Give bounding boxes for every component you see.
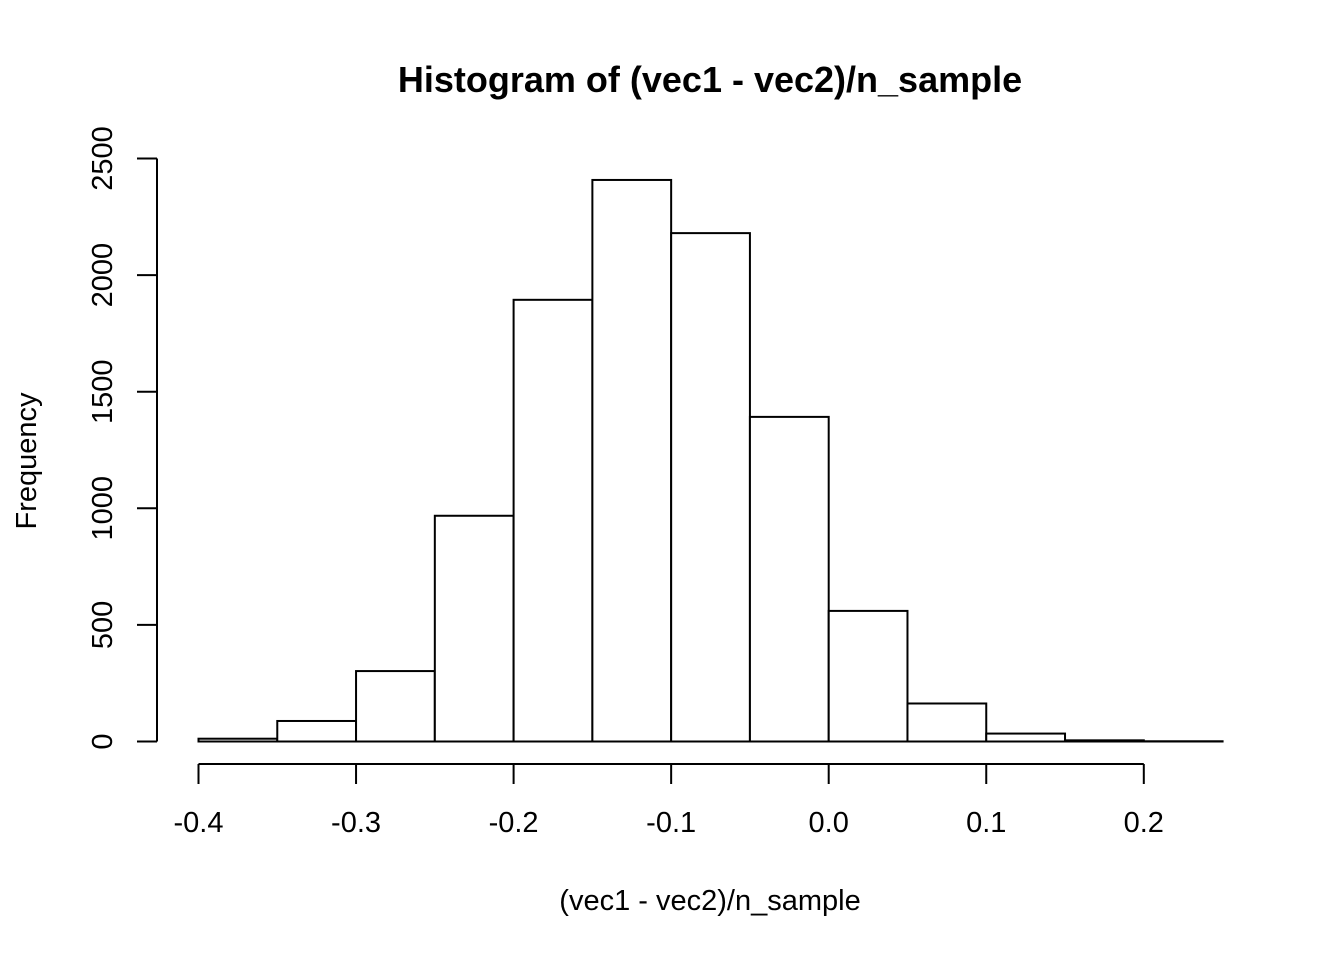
y-axis: 0 500 1000 1500 2000 2500 <box>87 126 158 750</box>
bars-group <box>197 178 1224 743</box>
y-tick-label: 2000 <box>87 243 119 308</box>
histogram-bar <box>433 514 515 743</box>
x-tick-label: -0.3 <box>331 807 381 839</box>
y-tick-label: 0 <box>87 733 119 749</box>
chart-title: Histogram of (vec1 - vec2)/n_sample <box>398 59 1022 100</box>
y-tick-label: 1500 <box>87 359 119 424</box>
y-axis-label: Frequency <box>11 392 43 530</box>
histogram-bar <box>985 732 1067 743</box>
x-tick-label: -0.2 <box>489 807 539 839</box>
histogram-bar <box>355 670 436 743</box>
x-tick-label: 0.1 <box>966 807 1006 839</box>
y-tick-label: 500 <box>87 601 119 649</box>
x-tick-label: -0.1 <box>646 807 696 839</box>
histogram-bar <box>827 609 909 743</box>
histogram-bar <box>276 719 358 743</box>
histogram-bar <box>591 178 673 743</box>
histogram-bar <box>512 298 594 743</box>
x-tick-label: 0.0 <box>809 807 849 839</box>
y-tick-label: 2500 <box>87 126 119 191</box>
x-tick-label: -0.4 <box>174 807 224 839</box>
x-tick-label: 0.2 <box>1124 807 1164 839</box>
x-axis: -0.4 -0.3 -0.2 -0.1 0.0 0.1 0.2 <box>174 763 1164 839</box>
histogram-bar <box>906 702 988 743</box>
histogram-bar <box>670 232 751 743</box>
histogram-bar <box>748 415 830 743</box>
x-axis-label: (vec1 - vec2)/n_sample <box>559 885 860 917</box>
y-tick-label: 1000 <box>87 476 119 541</box>
